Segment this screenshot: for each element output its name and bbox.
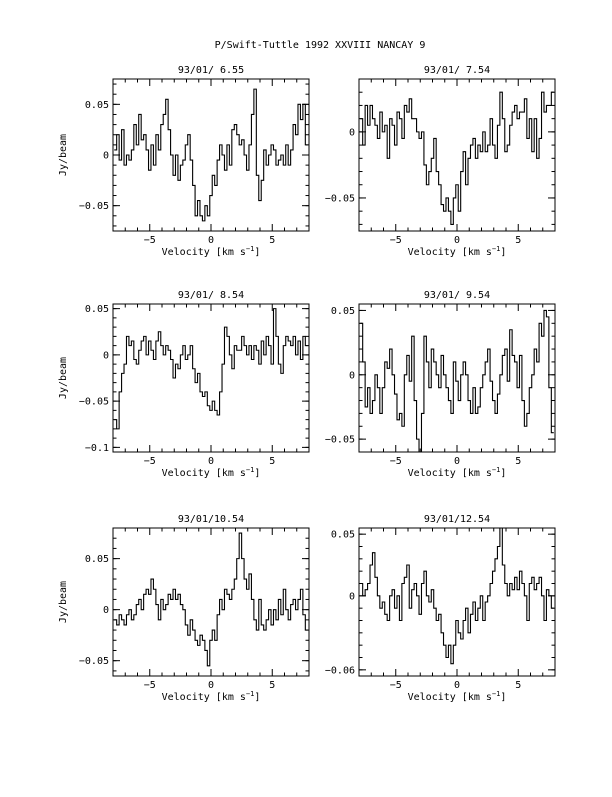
panel-frame [358,303,556,453]
figure-title: P/Swift-Tuttle 1992 XXVIII NANCAY 9 [215,40,426,51]
x-axis-label-exponent: −1 [492,690,500,698]
panel-frame [112,78,310,232]
spectrum-line [114,308,308,430]
panel-title: 93/01/10.54 [178,514,244,525]
y-tick-label: 0.05 [85,554,109,565]
x-axis-label-close: ] [254,692,260,703]
x-tick-label: 0 [208,235,214,246]
y-tick-label: 0 [349,127,355,138]
x-tick-label: 5 [515,235,521,246]
x-tick-label: −5 [144,456,156,467]
spectrum-line [360,309,554,452]
x-axis-label-exponent: −1 [492,245,500,253]
x-axis-label-exponent: −1 [246,245,254,253]
x-axis-label: Velocity [km s−1] [408,690,507,703]
y-tick-label: −0.05 [79,656,109,667]
y-tick-label: −0.05 [79,201,109,212]
x-axis-label-main: Velocity [km s [162,692,246,703]
y-tick-label: 0.05 [85,100,109,111]
y-tick-label: −0.05 [325,435,355,446]
y-tick-label: 0 [103,151,109,162]
x-tick-label: −5 [390,235,402,246]
x-axis-label-close: ] [500,692,506,703]
spectrum-panel: 93/01/ 6.55 −5 0 5 −0.05 0 0.05 Velocity [km s−… [58,65,310,258]
spectrum-panel: 93/01/12.54 −5 0 5 −0.06 0 0.05 Velocity [km s−… [325,514,556,703]
x-tick-label: 0 [208,680,214,691]
x-axis-label-main: Velocity [km s [162,468,246,479]
x-tick-label: 5 [269,680,275,691]
y-tick-label: 0.05 [331,530,355,541]
panel-title: 93/01/ 8.54 [178,290,244,301]
x-axis-label-close: ] [254,468,260,479]
panel-frame [358,78,556,232]
x-tick-label: 0 [208,456,214,467]
x-tick-label: 5 [515,680,521,691]
x-tick-label: 0 [454,680,460,691]
panel-title: 93/01/ 6.55 [178,65,244,76]
y-tick-label: 0.05 [85,304,109,315]
x-tick-label: 0 [454,456,460,467]
y-tick-label: 0 [349,370,355,381]
x-axis-label: Velocity [km s−1] [408,245,507,258]
panel-title: 93/01/12.54 [424,514,490,525]
panel-frame [358,527,556,677]
y-tick-label: 0 [349,591,355,602]
y-tick-label: −0.05 [325,193,355,204]
x-axis-label: Velocity [km s−1] [408,466,507,479]
x-axis-label-exponent: −1 [246,690,254,698]
y-tick-label: −0.06 [325,665,355,676]
y-axis-label: Jy/beam [58,581,69,623]
x-tick-label: −5 [390,680,402,691]
x-axis-label-main: Velocity [km s [408,468,492,479]
y-tick-label: −0.1 [85,443,109,454]
spectrum-line [114,532,308,667]
x-axis-label-close: ] [500,468,506,479]
spectrum-line [360,91,554,225]
x-axis-label: Velocity [km s−1] [162,690,261,703]
y-tick-label: 0.05 [331,306,355,317]
x-axis-label-main: Velocity [km s [408,247,492,258]
x-axis-label: Velocity [km s−1] [162,466,261,479]
spectrum-line [360,528,554,665]
x-tick-label: 0 [454,235,460,246]
panel-frame [112,303,310,453]
x-axis-label-close: ] [500,247,506,258]
x-tick-label: 5 [269,235,275,246]
x-tick-label: 5 [269,456,275,467]
x-axis-label-main: Velocity [km s [408,692,492,703]
x-tick-label: −5 [390,456,402,467]
x-tick-label: −5 [144,680,156,691]
x-axis-label-exponent: −1 [246,466,254,474]
y-tick-label: −0.05 [79,397,109,408]
x-tick-label: 5 [515,456,521,467]
x-tick-label: −5 [144,235,156,246]
y-axis-label: Jy/beam [58,134,69,176]
y-tick-label: 0 [103,350,109,361]
x-axis-label: Velocity [km s−1] [162,245,261,258]
spectrum-panel: 93/01/ 8.54 −5 0 5 −0.1 −0.05 0 0.05 Velocity [k… [58,290,310,479]
x-axis-label-exponent: −1 [492,466,500,474]
y-axis-label: Jy/beam [58,357,69,399]
spectrum-panel: 93/01/ 9.54 −5 0 5 −0.05 0 0.05 Velocity [km s−… [325,290,556,479]
spectrum-line [114,88,308,222]
panel-title: 93/01/ 7.54 [424,65,490,76]
y-tick-label: 0 [103,605,109,616]
spectrum-panel: 93/01/10.54 −5 0 5 −0.05 0 0.05 Velocity [km s−… [58,514,310,703]
x-axis-label-main: Velocity [km s [162,247,246,258]
panel-title: 93/01/ 9.54 [424,290,490,301]
x-axis-label-close: ] [254,247,260,258]
panel-frame [112,527,310,677]
